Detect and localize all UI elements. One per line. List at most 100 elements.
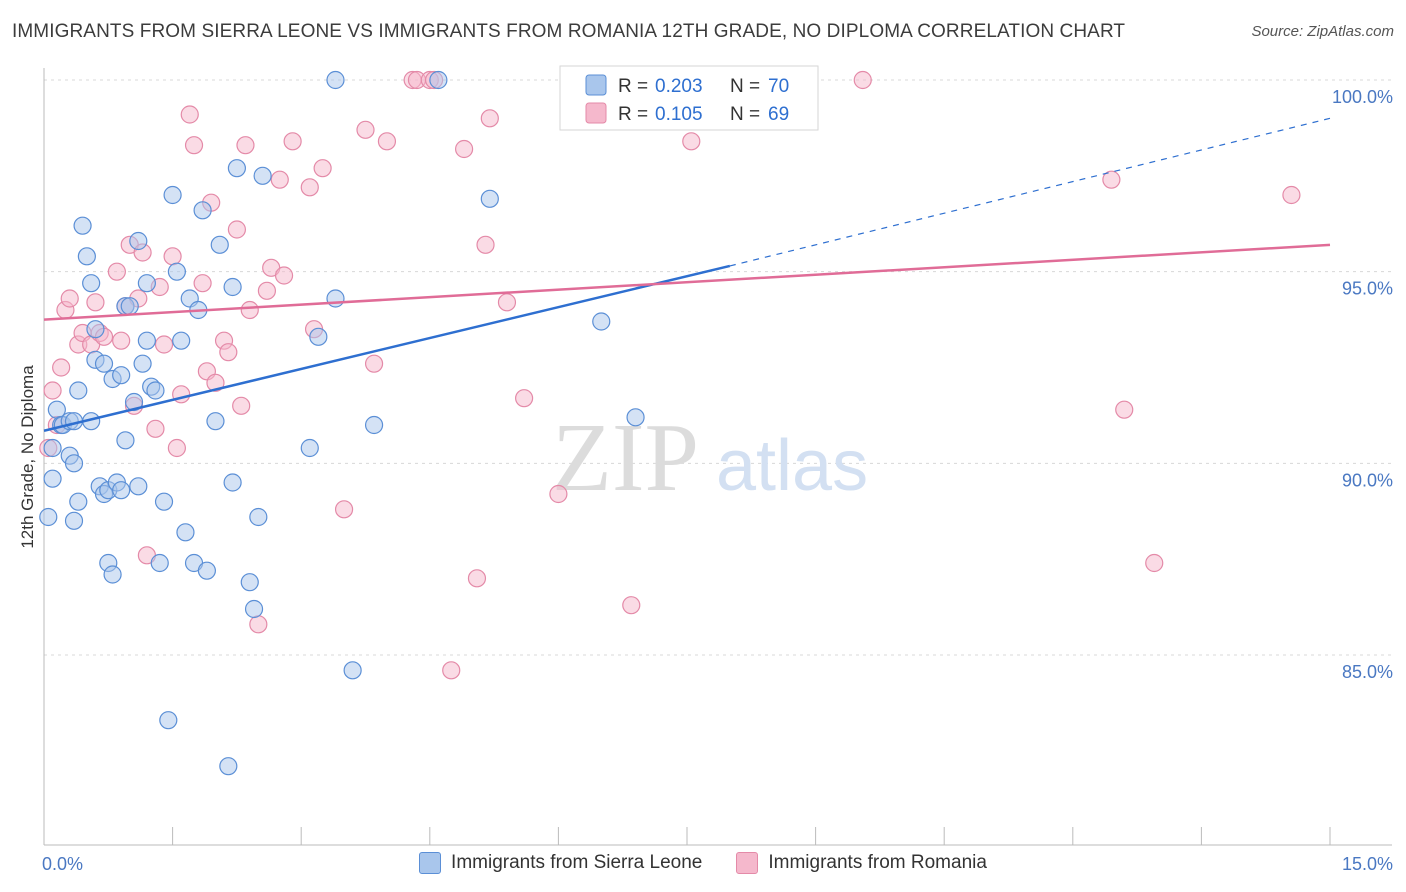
point-romania — [184, 136, 204, 155]
point-romania — [43, 381, 62, 400]
point-sierra-leone — [69, 381, 88, 400]
point-sierra-leone — [244, 599, 264, 619]
point-romania — [180, 105, 199, 124]
point-sierra-leone — [219, 757, 238, 776]
point-sierra-leone — [64, 511, 84, 530]
point-romania — [146, 419, 165, 438]
point-romania — [167, 438, 186, 458]
point-sierra-leone — [39, 507, 58, 527]
point-sierra-leone — [326, 289, 345, 308]
point-sierra-leone — [197, 561, 216, 580]
legend-item-sierra-leone: Immigrants from Sierra Leone — [419, 852, 702, 874]
point-romania — [1145, 553, 1164, 573]
axes — [43, 68, 1392, 846]
point-sierra-leone — [77, 247, 96, 266]
point-romania — [154, 335, 174, 354]
point-romania — [60, 289, 79, 308]
point-sierra-leone — [73, 216, 92, 235]
point-romania — [622, 596, 641, 615]
point-romania — [364, 354, 384, 373]
point-romania — [356, 120, 375, 139]
point-sierra-leone — [154, 492, 174, 511]
point-sierra-leone — [193, 201, 212, 220]
series-romania-points — [39, 70, 1301, 680]
point-romania — [476, 235, 495, 254]
point-romania — [257, 281, 277, 300]
legend-r-value-pink: 0.105 — [655, 104, 703, 125]
point-sierra-leone — [249, 507, 268, 527]
x-tick-label: 15.0% — [1342, 854, 1393, 874]
point-sierra-leone — [112, 481, 131, 500]
tick-labels: 85.0% 90.0% 95.0% 100.0% 0.0% 15.0% — [42, 87, 1393, 874]
point-sierra-leone — [146, 381, 165, 400]
point-romania — [313, 159, 332, 178]
point-romania — [853, 70, 872, 90]
point-romania — [107, 262, 126, 281]
point-romania — [236, 136, 255, 155]
point-romania — [682, 132, 701, 151]
watermark-atlas: atlas — [716, 426, 868, 506]
point-sierra-leone — [592, 312, 611, 331]
legend-r-value-blue: 0.203 — [655, 76, 703, 97]
point-sierra-leone — [137, 331, 156, 350]
point-sierra-leone — [300, 438, 319, 458]
point-romania — [497, 293, 517, 312]
legend-n-value-blue: 70 — [768, 76, 789, 97]
point-sierra-leone — [159, 711, 178, 730]
point-romania — [193, 274, 212, 293]
legend-r-label-blue: R = — [618, 76, 648, 97]
trend-line-sierra-leone-extension — [729, 117, 1331, 267]
stats-legend: R = 0.203 N = 70 R = 0.105 N = 69 — [559, 65, 819, 131]
gridlines — [44, 79, 1392, 656]
point-romania — [300, 178, 319, 197]
y-axis-title: 12th Grade, No Diploma — [18, 365, 37, 549]
legend-label-sierra-leone: Immigrants from Sierra Leone — [451, 852, 703, 873]
legend-item-romania: Immigrants from Romania — [736, 852, 987, 874]
point-romania — [377, 132, 397, 151]
point-sierra-leone — [163, 185, 182, 205]
chart-title: IMMIGRANTS FROM SIERRA LEONE VS IMMIGRAN… — [12, 21, 1126, 42]
point-sierra-leone — [43, 438, 62, 458]
point-romania — [1102, 170, 1121, 189]
point-romania — [249, 615, 268, 634]
point-sierra-leone — [253, 166, 272, 185]
x-tick-label: 0.0% — [42, 854, 83, 874]
legend-swatch-sierra-leone — [419, 852, 442, 874]
point-romania — [334, 500, 354, 519]
point-romania — [86, 293, 105, 312]
point-sierra-leone — [326, 70, 345, 90]
point-sierra-leone — [94, 354, 114, 373]
point-sierra-leone — [227, 159, 246, 178]
point-sierra-leone — [112, 366, 131, 385]
trend-lines — [43, 117, 1331, 432]
point-sierra-leone — [172, 331, 191, 350]
legend-label-romania: Immigrants from Romania — [768, 852, 987, 873]
legend-n-label-pink: N = — [730, 104, 760, 125]
trend-line-sierra-leone — [43, 264, 731, 432]
point-sierra-leone — [137, 274, 156, 293]
legend-swatch-blue — [585, 74, 607, 96]
point-romania — [270, 170, 289, 189]
y-tick-label: 85.0% — [1342, 662, 1393, 682]
point-romania — [112, 331, 131, 350]
source-credit: Source: ZipAtlas.com — [1251, 23, 1394, 40]
point-sierra-leone — [309, 327, 328, 346]
y-tick-label: 95.0% — [1342, 279, 1393, 299]
point-sierra-leone — [210, 235, 229, 254]
point-sierra-leone — [223, 473, 242, 492]
point-sierra-leone — [129, 231, 148, 251]
point-romania — [240, 300, 259, 320]
point-sierra-leone — [626, 408, 645, 427]
series-legend: Immigrants from Sierra Leone Immigrants … — [0, 852, 1406, 874]
point-romania — [206, 373, 225, 392]
point-romania — [283, 132, 302, 151]
point-sierra-leone — [103, 565, 122, 584]
point-romania — [454, 139, 474, 159]
legend-swatch-romania — [736, 852, 759, 874]
point-sierra-leone — [69, 492, 88, 511]
point-sierra-leone — [129, 477, 148, 496]
point-romania — [274, 266, 294, 285]
trend-line-romania — [43, 243, 1331, 321]
point-sierra-leone — [223, 277, 242, 297]
point-sierra-leone — [133, 354, 152, 373]
